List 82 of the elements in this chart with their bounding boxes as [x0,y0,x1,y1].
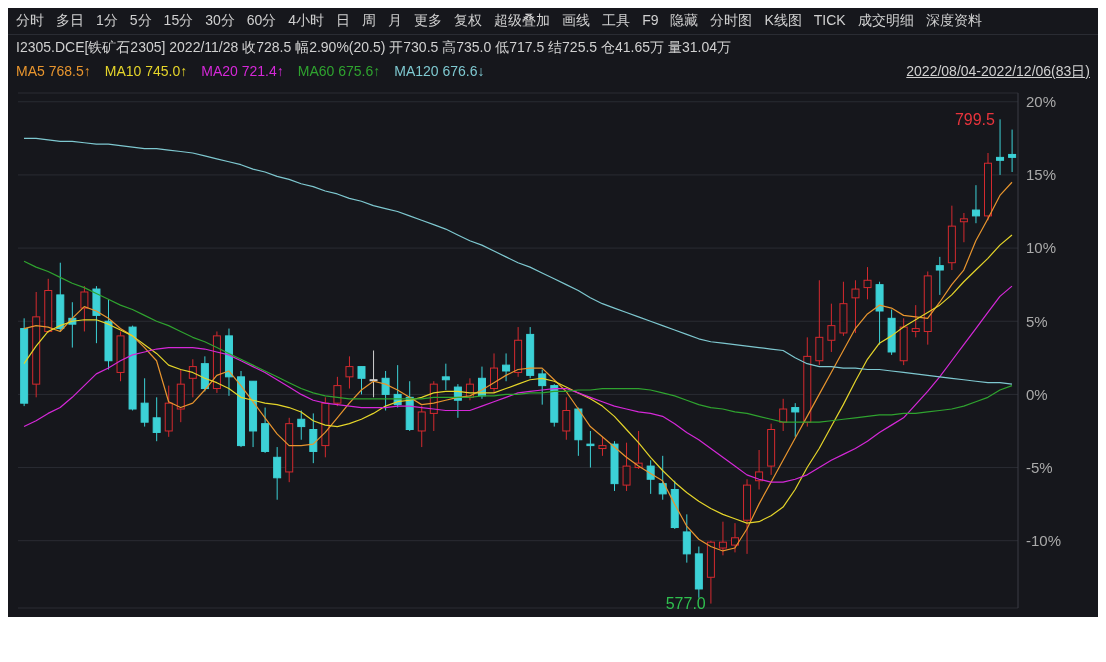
text: 5分 [129,12,152,30]
text: F9 [642,12,659,30]
candlestick [996,118,1005,176]
candlestick [622,442,631,492]
text: MA120 676.6↓ [394,63,485,79]
candlestick [598,436,607,457]
text: MA60 675.6↑ [297,63,381,79]
candlestick [538,369,547,406]
candlestick [309,412,318,464]
annotation: 799.5 [954,111,996,129]
y-tick-label: -5% [1026,458,1053,476]
candlestick [369,350,378,398]
text: 15分 [163,12,194,30]
text: 工具 [602,12,631,30]
candlestick [718,521,727,556]
text: 隐藏 [670,12,699,30]
candlestick [417,405,426,448]
text: 周 [362,12,377,30]
candlestick [140,377,149,428]
candlestick [779,398,788,432]
candlestick [333,376,342,407]
candlestick [586,430,595,469]
text: 4小时 [288,12,325,30]
text: 更多 [414,12,443,30]
text: 1分 [96,12,118,30]
text: 30分 [205,12,235,30]
y-tick-label: 20% [1026,93,1057,111]
line-series [23,234,1013,524]
text: TICK [813,12,846,30]
candlestick [730,522,739,553]
text: 60分 [246,12,277,30]
line-series [23,137,1013,385]
candlestick [646,459,655,495]
text: 分时图 [710,12,753,30]
candlestick [815,279,824,366]
text: MA5 768.5↑ [16,63,91,79]
text: MA10 745.0↑ [104,63,188,79]
line-series [23,285,1013,483]
candlestick [658,455,667,501]
text: MA20 721.4↑ [201,63,284,79]
candlestick [851,279,860,334]
candlestick [357,366,366,395]
text: K线图 [764,12,802,30]
annotation: 577.0 [665,595,706,613]
text: 深度资料 [925,12,982,30]
candlestick [80,285,89,332]
y-tick-label: -10% [1026,532,1062,550]
candlestick [863,266,872,300]
candlestick [381,370,390,411]
candlestick [490,352,499,394]
candlestick [441,363,450,391]
chart-subtitle: 2022/08/04-2022/12/06(83日) [906,63,1090,81]
candlestick [1008,129,1017,173]
text: 分时 [16,12,44,30]
candlestick [273,446,282,501]
line-series [23,260,1013,423]
y-tick-label: 0% [1026,385,1048,403]
candlestick [297,409,306,441]
text: 超级叠加 [494,12,551,30]
text: 多日 [56,12,84,30]
candlestick [502,352,511,382]
candlestick [935,256,944,296]
candlestick [152,396,161,442]
text: 日 [336,12,351,30]
candlestick [562,396,571,441]
candlestick [971,184,980,224]
candlestick [345,355,354,390]
text: 月 [388,12,403,30]
candlestick [791,402,800,438]
text: 画线 [562,12,591,30]
candlestick [188,358,197,398]
y-tick-label: 10% [1026,239,1057,257]
candlestick [827,303,836,353]
candlestick [959,212,968,243]
line-series [23,181,1013,552]
y-tick-label: 15% [1026,166,1057,184]
text: 成交明细 [857,12,914,30]
candlestick [911,304,920,338]
y-tick-label: 5% [1026,312,1048,330]
chart-title: I2305.DCE[铁矿石2305] 2022/11/28 收728.5 幅2.90%(20.5) 开730.5 高735.0 低717.5 结725.5 仓41.65万 量31.04万 [15,38,732,57]
candlestick [682,513,691,564]
text: 复权 [454,12,483,30]
